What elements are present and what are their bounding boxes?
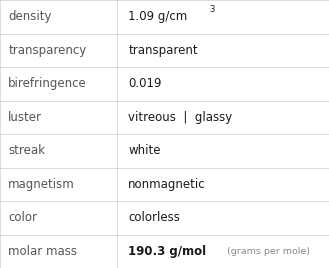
Bar xyxy=(0,0,117,34)
Text: streak: streak xyxy=(8,144,45,157)
Text: (grams per mole): (grams per mole) xyxy=(227,247,310,256)
Text: 1.09 g/cm: 1.09 g/cm xyxy=(128,10,188,23)
Bar xyxy=(117,201,329,234)
Bar xyxy=(0,100,117,134)
Text: transparent: transparent xyxy=(128,44,198,57)
Bar xyxy=(0,234,117,268)
Text: 190.3 g/mol: 190.3 g/mol xyxy=(128,245,206,258)
Text: birefringence: birefringence xyxy=(8,77,87,90)
Bar xyxy=(0,34,117,67)
Text: 0.019: 0.019 xyxy=(128,77,162,90)
Bar xyxy=(117,67,329,100)
Bar xyxy=(0,67,117,100)
Bar xyxy=(0,168,117,201)
Text: nonmagnetic: nonmagnetic xyxy=(128,178,206,191)
Text: color: color xyxy=(8,211,37,224)
Text: molar mass: molar mass xyxy=(8,245,77,258)
Bar xyxy=(0,201,117,234)
Bar xyxy=(117,34,329,67)
Text: colorless: colorless xyxy=(128,211,180,224)
Bar xyxy=(117,234,329,268)
Bar xyxy=(117,100,329,134)
Text: white: white xyxy=(128,144,161,157)
Bar xyxy=(0,134,117,168)
Text: 3: 3 xyxy=(209,5,214,14)
Bar xyxy=(117,168,329,201)
Text: magnetism: magnetism xyxy=(8,178,75,191)
Bar xyxy=(117,134,329,168)
Text: density: density xyxy=(8,10,52,23)
Text: vitreous  |  glassy: vitreous | glassy xyxy=(128,111,233,124)
Bar xyxy=(117,0,329,34)
Text: luster: luster xyxy=(8,111,42,124)
Text: transparency: transparency xyxy=(8,44,87,57)
